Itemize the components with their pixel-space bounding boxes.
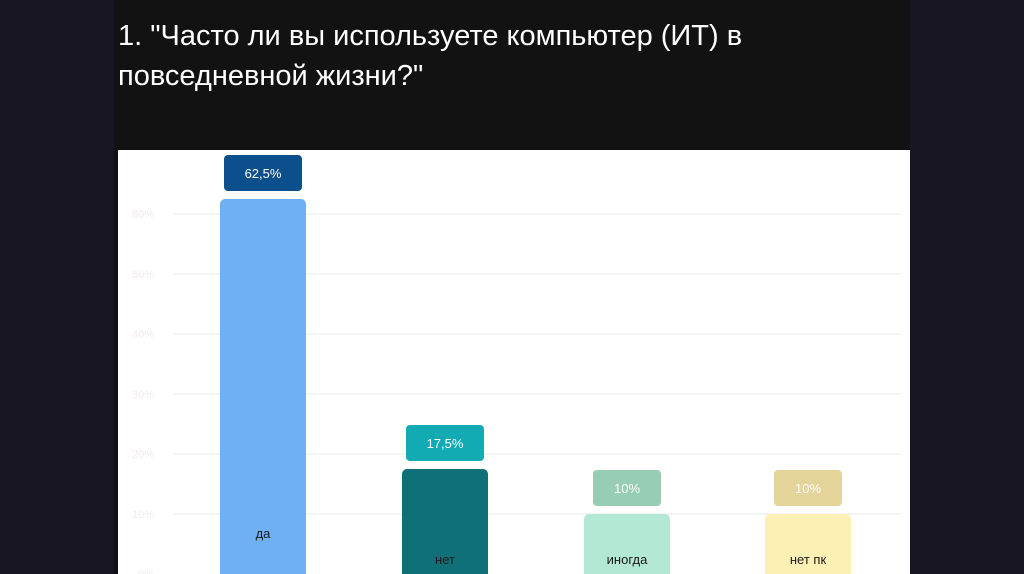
bar	[765, 514, 851, 574]
chart-svg: 0% 10% 20% 30% 40% 50% 60% 62,5% 17,5% 10% 10% да…	[132, 155, 900, 574]
bar	[220, 199, 306, 574]
data-label: 17,5%	[427, 436, 464, 451]
data-label-box	[224, 155, 302, 191]
category-labels: да нет иногда нет пк	[256, 526, 827, 567]
data-label-box	[774, 470, 842, 506]
y-tick-label: 0%	[138, 569, 154, 574]
bar-chart: 0% 10% 20% 30% 40% 50% 60% 62,5% 17,5% 10% 10% да…	[118, 150, 910, 574]
category-label: иногда	[607, 552, 648, 567]
bars	[220, 199, 851, 574]
slide-title: 1. "Часто ли вы используете компьютер (И…	[118, 20, 743, 92]
y-tick-label: 20%	[132, 449, 154, 461]
data-label: 62,5%	[245, 166, 282, 181]
data-label: 10%	[795, 481, 821, 496]
category-label: да	[256, 526, 272, 541]
data-labels: 62,5% 17,5% 10% 10%	[224, 155, 842, 506]
y-axis-ticks: 0% 10% 20% 30% 40% 50% 60%	[132, 209, 154, 574]
data-label: 10%	[614, 481, 640, 496]
bar	[584, 514, 670, 574]
category-label: нет пк	[790, 552, 827, 567]
category-label: нет	[435, 552, 455, 567]
data-label-box	[406, 425, 484, 461]
y-tick-label: 30%	[132, 389, 154, 401]
y-tick-label: 10%	[132, 509, 154, 521]
y-tick-label: 60%	[132, 209, 154, 221]
y-tick-label: 50%	[132, 269, 154, 281]
y-tick-label: 40%	[132, 329, 154, 341]
data-label-box	[593, 470, 661, 506]
bar	[402, 469, 488, 574]
